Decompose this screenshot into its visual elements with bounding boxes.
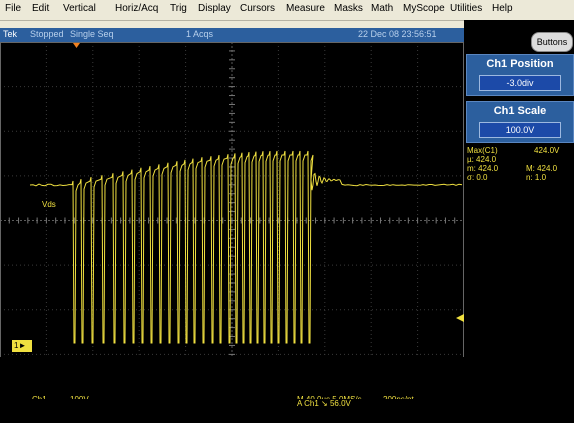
- status-bar: Tek Stopped Single Seq 1 Acqs 22 Dec 08 …: [0, 28, 464, 42]
- menu-math[interactable]: Math: [371, 3, 393, 14]
- ch1-marker-label: 1: [14, 341, 18, 350]
- measurement-sigma: σ: 0.0: [467, 173, 488, 182]
- menu-horiz-acq[interactable]: Horiz/Acq: [115, 3, 158, 14]
- ch1-position-control[interactable]: Ch1 Position -3.0div: [466, 54, 574, 96]
- brand-label: Tek: [3, 29, 17, 39]
- ch1-waveform-trace: [30, 151, 462, 343]
- ch1-position-title: Ch1 Position: [467, 58, 573, 70]
- ch1-scale-title: Ch1 Scale: [467, 105, 573, 117]
- menu-cursors[interactable]: Cursors: [240, 3, 275, 14]
- measurement-name: Max(C1): [467, 146, 498, 155]
- trigger-readout: A Ch1 ↘ 56.0V: [297, 399, 351, 408]
- measurement-max: M: 424.0: [526, 164, 557, 173]
- menu-gap: [0, 21, 464, 28]
- menu-bar: File Edit Vertical Horiz/Acq Trig Displa…: [0, 0, 574, 21]
- menu-measure[interactable]: Measure: [286, 3, 325, 14]
- ch1-scale-value[interactable]: 100.0V: [479, 122, 561, 138]
- measurement-count: n: 1.0: [526, 173, 546, 182]
- acq-mode: Single Seq: [70, 29, 114, 39]
- menu-display[interactable]: Display: [198, 3, 231, 14]
- menu-utilities[interactable]: Utilities: [450, 3, 482, 14]
- panel-foot: [464, 399, 574, 423]
- menu-file[interactable]: File: [5, 3, 21, 14]
- buttons-button[interactable]: Buttons: [531, 32, 573, 52]
- date-time: 22 Dec 08 23:56:51: [358, 29, 437, 39]
- menu-myscope[interactable]: MyScope: [403, 3, 445, 14]
- menu-trig[interactable]: Trig: [170, 3, 187, 14]
- readout-strip: Ch1 100V M 40.0µs 5.0MS/s 200ns/pt: [0, 357, 464, 399]
- menu-help[interactable]: Help: [492, 3, 513, 14]
- run-state: Stopped: [30, 29, 64, 39]
- graticule-grid: [0, 42, 464, 399]
- measurement-value: 424.0V: [534, 146, 559, 155]
- control-panel: Buttons Ch1 Position -3.0div Ch1 Scale 1…: [464, 20, 574, 399]
- ch1-ground-marker[interactable]: 1►: [12, 340, 32, 352]
- menu-edit[interactable]: Edit: [32, 3, 49, 14]
- trace-label-vds: Vds: [42, 200, 56, 209]
- menu-masks[interactable]: Masks: [334, 3, 363, 14]
- graticule-svg: [0, 42, 464, 399]
- readout-strip-lower: A Ch1 ↘ 56.0V: [0, 399, 464, 423]
- menu-vertical[interactable]: Vertical: [63, 3, 96, 14]
- measurement-mean: µ: 424.0: [467, 155, 496, 164]
- waveform-display[interactable]: Vds 1►: [0, 42, 464, 399]
- acq-count: 1 Acqs: [186, 29, 213, 39]
- measurement-min: m: 424.0: [467, 164, 498, 173]
- trigger-level-marker[interactable]: [456, 314, 464, 322]
- ch1-position-value[interactable]: -3.0div: [479, 75, 561, 91]
- ch1-scale-control[interactable]: Ch1 Scale 100.0V: [466, 101, 574, 143]
- trigger-position-marker[interactable]: [73, 43, 80, 48]
